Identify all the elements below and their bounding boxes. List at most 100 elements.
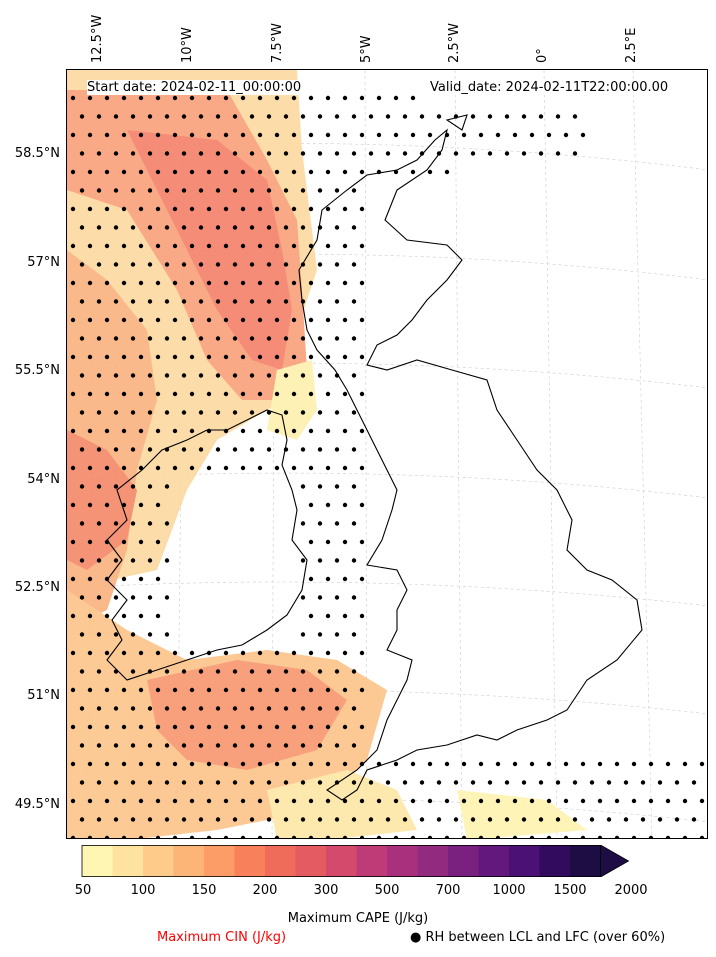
rh-dot: [589, 780, 595, 785]
rh-dot: [240, 354, 246, 360]
rh-dot: [300, 262, 306, 267]
rh-dot: [215, 373, 221, 378]
rh-dot: [113, 595, 119, 600]
rh-dot: [342, 95, 348, 101]
cape-shading: [67, 70, 587, 838]
rh-dot: [478, 761, 484, 767]
rh-dot: [300, 743, 306, 748]
rh-dot: [308, 391, 314, 397]
rh-dot: [121, 576, 127, 582]
rh-dot: [342, 502, 348, 508]
rh-dot: [266, 447, 272, 452]
rh-dot: [206, 835, 212, 838]
rh-dot: [521, 114, 527, 119]
rh-dot: [96, 595, 102, 600]
rh-dot: [104, 280, 110, 286]
rh-dot: [325, 354, 331, 360]
rh-dot: [257, 206, 263, 212]
rh-dot: [359, 539, 365, 545]
rh-dot: [300, 299, 306, 304]
rh-dot: [240, 95, 246, 101]
rh-dot: [334, 817, 340, 822]
rh-dot: [181, 114, 187, 119]
rh-dot: [291, 169, 297, 175]
rh-dot: [317, 706, 323, 711]
rh-dot: [240, 206, 246, 212]
rh-dot: [334, 595, 340, 600]
rh-dot: [368, 151, 374, 156]
rh-dot: [240, 132, 246, 138]
rh-dot: [376, 95, 382, 101]
rh-dot: [291, 95, 297, 101]
rh-dot: [529, 798, 535, 804]
rh-dot: [147, 743, 153, 748]
rh-dot: [274, 317, 280, 323]
rh-dot: [223, 465, 229, 471]
rh-dot: [121, 243, 127, 249]
rh-dot: [359, 206, 365, 212]
rh-dot: [470, 151, 476, 156]
rh-dot: [96, 188, 102, 193]
rh-dot: [308, 502, 314, 508]
rh-dot: [96, 114, 102, 119]
rh-dot: [410, 798, 416, 804]
rh-dot: [563, 132, 569, 138]
rh-dot: [317, 484, 323, 489]
rh-dot: [563, 798, 569, 804]
rh-dot: [138, 169, 144, 175]
rh-dot: [283, 299, 289, 304]
colorbar-segment: [509, 845, 540, 877]
rh-dot: [189, 354, 195, 360]
rh-dot: [138, 761, 144, 767]
rh-dot: [130, 780, 136, 785]
rh-dot: [104, 650, 110, 656]
rh-dot: [113, 780, 119, 785]
rh-dot: [351, 447, 357, 452]
rh-dot: [342, 613, 348, 619]
rh-dot: [478, 132, 484, 138]
rh-dot: [274, 724, 280, 730]
rh-dot: [317, 743, 323, 748]
rh-dot: [342, 687, 348, 693]
rh-dot: [699, 835, 705, 838]
rh-dot: [198, 262, 204, 267]
rh-dot: [104, 613, 110, 619]
rh-dot: [138, 502, 144, 508]
rh-dot: [325, 724, 331, 730]
rh-dot: [308, 835, 314, 838]
lat-label: 55.5°N: [14, 363, 60, 378]
rh-dot: [70, 724, 76, 730]
rh-dot: [223, 687, 229, 693]
rh-dot: [215, 114, 221, 119]
rh-dot: [104, 576, 110, 582]
rh-dot: [215, 151, 221, 156]
colorbar: [81, 845, 630, 877]
rh-dot: [402, 114, 408, 119]
rh-dot: [155, 798, 161, 804]
rh-dot: [70, 95, 76, 101]
rh-dot: [538, 114, 544, 119]
rh-dot: [266, 151, 272, 156]
colorbar-title: Maximum CAPE (J/kg): [287, 911, 429, 926]
rh-dot: [249, 706, 255, 711]
rh-dot: [283, 262, 289, 267]
rh-dot: [164, 817, 170, 822]
rh-dot: [104, 354, 110, 360]
rh-dot: [172, 354, 178, 360]
rh-dot: [300, 521, 306, 526]
rh-dot: [138, 132, 144, 138]
rh-dot: [538, 780, 544, 785]
rh-dot: [121, 835, 127, 838]
rh-dot: [342, 539, 348, 545]
rh-dot: [87, 835, 93, 838]
rh-dot: [121, 650, 127, 656]
rh-dot: [181, 373, 187, 378]
rh-dot: [334, 706, 340, 711]
rh-dot: [300, 669, 306, 674]
rh-dot: [215, 743, 221, 748]
rh-dot: [147, 521, 153, 526]
colorbar-segment: [234, 845, 266, 877]
colorbar-tick: 700: [435, 883, 461, 898]
rh-dot: [87, 280, 93, 286]
rh-dot: [648, 835, 654, 838]
